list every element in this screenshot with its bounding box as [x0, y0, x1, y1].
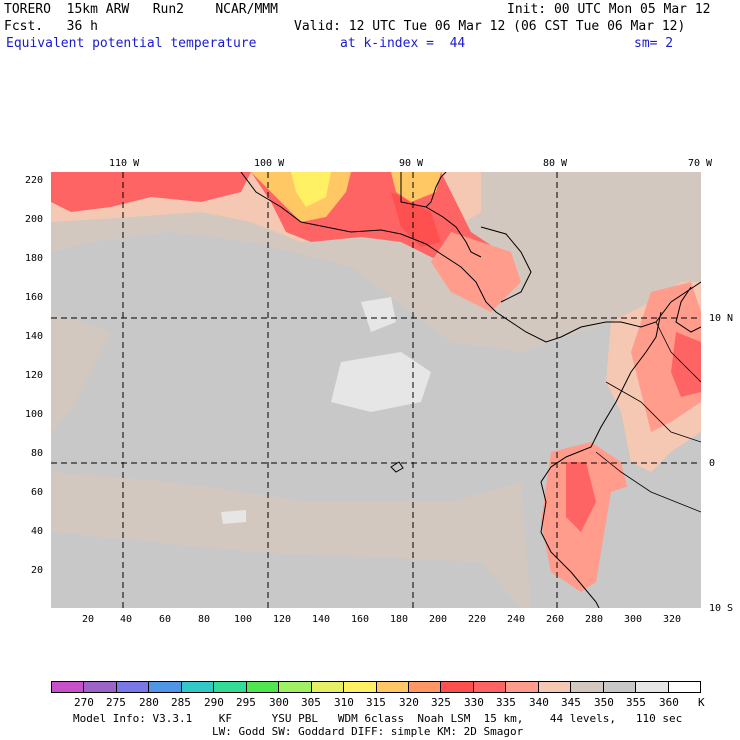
y-tick-label: 200 — [25, 214, 44, 225]
map-panel — [51, 172, 701, 608]
lon-label-70w: 70 W — [688, 158, 713, 169]
color-bar-swatch — [667, 682, 701, 692]
color-bar-label: 305 — [301, 696, 321, 709]
color-bar-swatch — [440, 682, 473, 692]
color-bar-label: 280 — [139, 696, 159, 709]
color-bar-swatch — [635, 682, 668, 692]
color-bar-label: 310 — [334, 696, 354, 709]
color-bar-label: 295 — [236, 696, 256, 709]
color-bar-label: 270 — [74, 696, 94, 709]
lat-label-0: 0 — [709, 458, 716, 469]
color-bar-swatch — [602, 682, 636, 692]
lat-label-10n: 10 N — [709, 313, 734, 324]
y-tick-label: 120 — [25, 370, 44, 381]
color-bar-swatch — [245, 682, 279, 692]
color-bar-swatch — [115, 682, 149, 692]
x-tick-label: 40 — [120, 614, 133, 625]
color-bar — [51, 681, 701, 693]
color-bar-swatch — [472, 682, 506, 692]
y-tick-label: 60 — [31, 487, 44, 498]
x-tick-label: 100 — [234, 614, 253, 625]
y-tick-label: 140 — [25, 331, 44, 342]
model-info-line-2: LW: Godd SW: Goddard DIFF: simple KM: 2D… — [212, 725, 524, 738]
y-tick-label: 180 — [25, 253, 44, 264]
color-bar-label: 360 — [659, 696, 679, 709]
level-label: at k-index = 44 — [340, 36, 466, 51]
smoothing-label: sm= 2 — [634, 36, 674, 51]
y-tick-label: 160 — [25, 292, 44, 303]
color-bar-label: 355 — [626, 696, 646, 709]
color-bar-label: 315 — [366, 696, 386, 709]
x-tick-label: 260 — [546, 614, 565, 625]
lon-label-90w: 90 W — [399, 158, 424, 169]
color-bar-label: 330 — [464, 696, 484, 709]
lon-label-100w: 100 W — [254, 158, 285, 169]
x-tick-label: 140 — [312, 614, 331, 625]
color-bar-swatch — [310, 682, 344, 692]
color-bar-swatch — [407, 682, 441, 692]
theta-e-field-map — [51, 172, 701, 608]
x-tick-label: 80 — [198, 614, 211, 625]
x-tick-label: 200 — [429, 614, 448, 625]
init-time: Init: 00 UTC Mon 05 Mar 12 — [507, 2, 711, 17]
x-tick-label: 300 — [624, 614, 643, 625]
color-bar-swatch — [343, 682, 376, 692]
y-tick-label: 220 — [25, 175, 44, 186]
lat-label-10s: 10 S — [709, 603, 734, 614]
color-bar-label: 320 — [399, 696, 419, 709]
color-bar-label: 290 — [204, 696, 224, 709]
lon-label-110w: 110 W — [109, 158, 140, 169]
color-bar-label: 275 — [106, 696, 126, 709]
x-tick-label: 160 — [351, 614, 370, 625]
color-bar-swatch — [505, 682, 538, 692]
color-bar-label: 285 — [171, 696, 191, 709]
x-tick-label: 220 — [468, 614, 487, 625]
field-name: Equivalent potential temperature — [6, 36, 257, 51]
valid-time: Valid: 12 UTC Tue 06 Mar 12 (06 CST Tue … — [294, 19, 686, 34]
lon-label-80w: 80 W — [543, 158, 568, 169]
color-bar-swatch — [570, 682, 603, 692]
model-title: TORERO 15km ARW Run2 NCAR/MMM — [4, 2, 278, 17]
x-tick-label: 240 — [507, 614, 526, 625]
x-tick-label: 120 — [273, 614, 292, 625]
y-tick-label: 40 — [31, 526, 44, 537]
y-tick-label: 100 — [25, 409, 44, 420]
color-bar-swatch — [83, 682, 116, 692]
color-bar-swatch — [148, 682, 181, 692]
x-tick-label: 20 — [82, 614, 95, 625]
color-bar-swatch — [180, 682, 214, 692]
x-tick-label: 280 — [585, 614, 604, 625]
color-bar-label: 335 — [496, 696, 516, 709]
color-bar-label: 300 — [269, 696, 289, 709]
y-tick-label: 20 — [31, 565, 44, 576]
color-bar-label: 345 — [561, 696, 581, 709]
forecast-hour: Fcst. 36 h — [4, 19, 98, 34]
model-info-line-1: Model Info: V3.3.1 KF YSU PBL WDM 6class… — [73, 712, 683, 725]
y-tick-label: 80 — [31, 448, 44, 459]
color-bar-swatch — [537, 682, 571, 692]
color-bar-label: K — [698, 696, 705, 709]
x-tick-label: 180 — [390, 614, 409, 625]
color-bar-swatch — [375, 682, 408, 692]
color-bar-label: 325 — [431, 696, 451, 709]
color-bar-label: 340 — [529, 696, 549, 709]
color-bar-swatch — [278, 682, 311, 692]
x-tick-label: 320 — [663, 614, 682, 625]
color-bar-swatch — [52, 682, 84, 692]
x-tick-label: 60 — [159, 614, 172, 625]
color-bar-label: 350 — [594, 696, 614, 709]
color-bar-swatch — [213, 682, 246, 692]
